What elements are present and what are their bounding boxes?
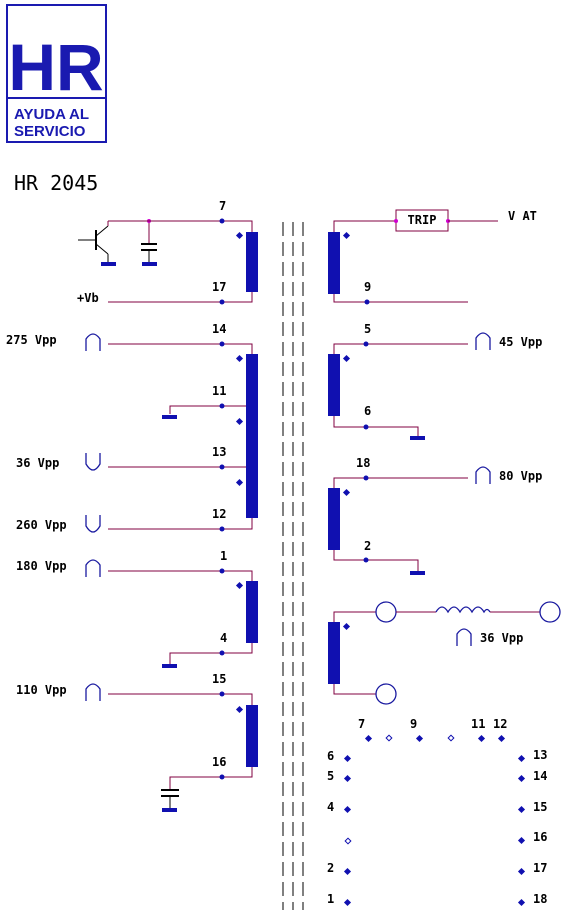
voltage-275: 275 Vpp xyxy=(6,333,57,347)
pin-label-4: 4 xyxy=(220,631,227,645)
pulse-positive-icon xyxy=(85,683,101,701)
terminal-circle xyxy=(375,683,397,705)
pin-label-1: 1 xyxy=(220,549,227,563)
pinout-right-18: 18 xyxy=(533,892,547,906)
pinout-left-4: 4 xyxy=(327,800,334,814)
voltage-36-right: 36 Vpp xyxy=(480,631,523,645)
pulse-positive-icon xyxy=(85,559,101,577)
transistor-symbol xyxy=(78,221,116,266)
pin-label-7: 7 xyxy=(219,199,226,213)
pinout-right-15: 15 xyxy=(533,800,547,814)
pinout-right-17: 17 xyxy=(533,861,547,875)
pin-label-9: 9 xyxy=(364,280,371,294)
pin-label-18: 18 xyxy=(356,456,370,470)
pinout-diagram: 7 9 11 12 6 5 4 2 1 13 14 15 16 17 18 xyxy=(327,717,547,907)
pinout-left-2: 2 xyxy=(327,861,334,875)
v-at-label: V AT xyxy=(508,209,537,223)
voltage-36-left: 36 Vpp xyxy=(16,456,59,470)
winding-heater: 36 Vpp xyxy=(328,601,561,705)
winding-1-4: 1 4 180 Vpp xyxy=(16,549,258,668)
pulse-positive-icon xyxy=(85,333,101,351)
logo-line2: SERVICIO xyxy=(14,123,86,140)
voltage-45: 45 Vpp xyxy=(499,335,542,349)
terminal-circle xyxy=(375,601,397,623)
pin-label-15: 15 xyxy=(212,672,226,686)
winding-15-16: 15 16 110 Vpp xyxy=(16,672,258,812)
winding-7-17: 7 17 +Vb xyxy=(77,199,258,305)
vb-label: +Vb xyxy=(77,291,99,305)
pinout-left-5: 5 xyxy=(327,769,334,783)
pinout-top-7: 7 xyxy=(358,717,365,731)
winding-hv-9: TRIP V AT 9 xyxy=(328,209,537,305)
pin-label-5: 5 xyxy=(364,322,371,336)
pinout-top-9: 9 xyxy=(410,717,417,731)
inductor-symbol xyxy=(435,606,491,614)
capacitor-symbol xyxy=(141,219,157,266)
winding-5-6: 5 6 45 Vpp xyxy=(328,322,542,440)
pinout-top-11: 11 xyxy=(471,717,485,731)
pinout-left-6: 6 xyxy=(327,749,334,763)
transformer-core xyxy=(282,222,304,910)
pulse-negative-icon xyxy=(85,453,101,471)
pin-label-13: 13 xyxy=(212,445,226,459)
trip-label: TRIP xyxy=(408,213,437,227)
pinout-right-14: 14 xyxy=(533,769,547,783)
pin-label-16: 16 xyxy=(212,755,226,769)
winding-14-12: 14 11 13 12 275 Vpp 36 Vpp 260 Vpp xyxy=(6,322,258,533)
pin-label-12: 12 xyxy=(212,507,226,521)
pinout-right-16: 16 xyxy=(533,830,547,844)
pinout-top-12: 12 xyxy=(493,717,507,731)
voltage-260: 260 Vpp xyxy=(16,518,67,532)
winding-18-2: 18 2 80 Vpp xyxy=(328,456,542,575)
voltage-180: 180 Vpp xyxy=(16,559,67,573)
pulse-positive-icon xyxy=(456,628,472,646)
page-title: HR 2045 xyxy=(14,171,98,195)
voltage-80: 80 Vpp xyxy=(499,469,542,483)
pulse-negative-icon xyxy=(85,515,101,533)
logo-line1: AYUDA AL xyxy=(14,106,89,123)
pinout-left-1: 1 xyxy=(327,892,334,906)
terminal-circle xyxy=(539,601,561,623)
pin-label-17: 17 xyxy=(212,280,226,294)
pulse-positive-icon xyxy=(475,332,491,350)
logo-main-text: HR xyxy=(8,30,103,104)
pulse-positive-icon xyxy=(475,466,491,484)
pin-label-2: 2 xyxy=(364,539,371,553)
pin-label-6: 6 xyxy=(364,404,371,418)
hr-logo: HR AYUDA AL SERVICIO xyxy=(6,4,107,143)
pin-label-14: 14 xyxy=(212,322,226,336)
pinout-right-13: 13 xyxy=(533,748,547,762)
voltage-110: 110 Vpp xyxy=(16,683,67,697)
pin-label-11: 11 xyxy=(212,384,226,398)
